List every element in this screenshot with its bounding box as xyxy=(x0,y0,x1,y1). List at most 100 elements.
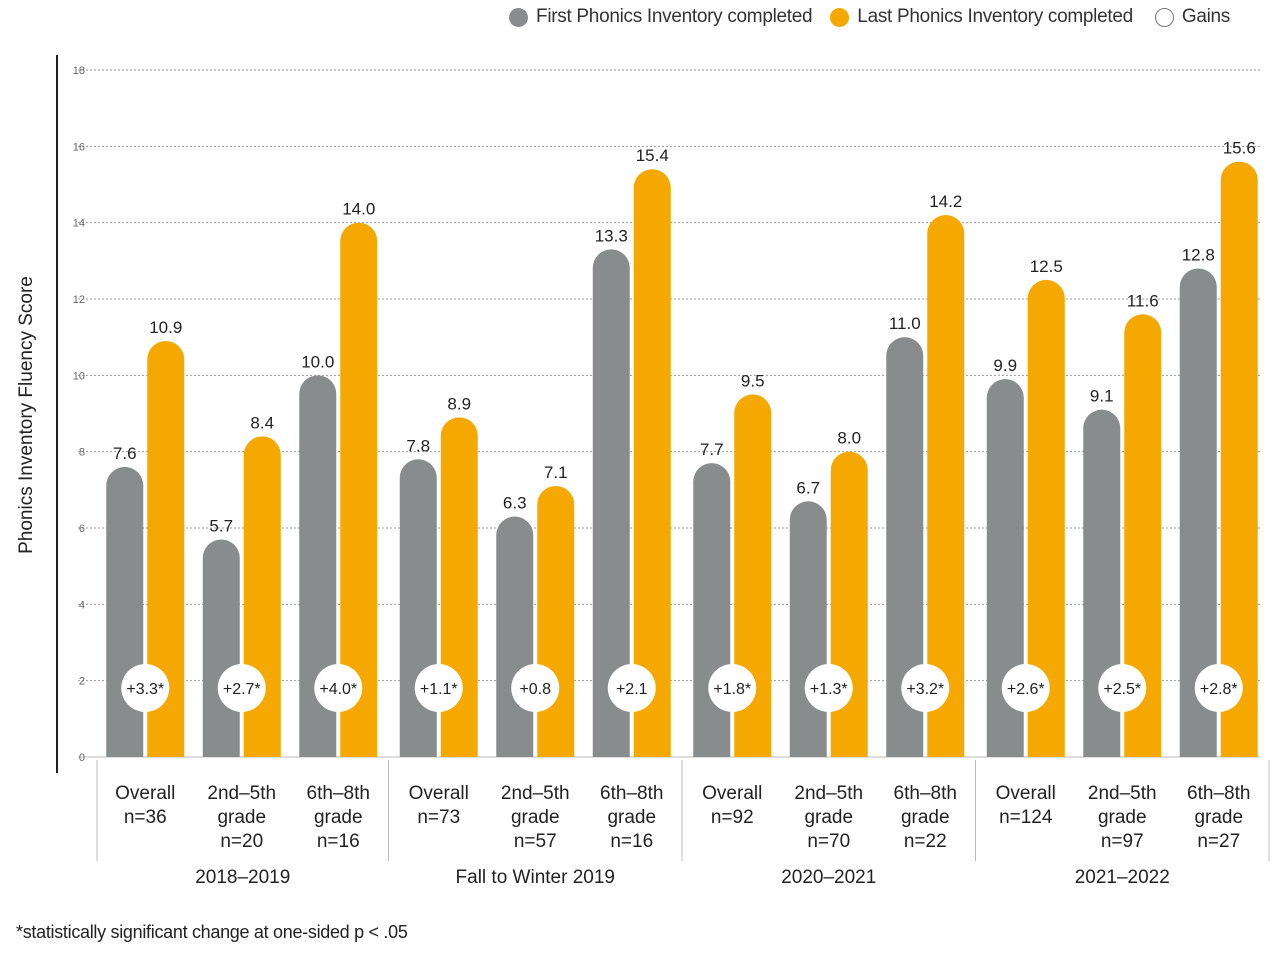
bar-last xyxy=(734,394,772,757)
bar-last xyxy=(1220,161,1258,757)
y-tick-label: 6 xyxy=(79,523,85,535)
data-label-first: 6.3 xyxy=(503,494,527,513)
category-label: 2nd–5th xyxy=(794,783,863,804)
bar-first xyxy=(986,379,1024,757)
data-label-last: 7.1 xyxy=(544,463,568,482)
data-label-first: 10.0 xyxy=(301,352,334,371)
y-tick-label: 16 xyxy=(73,141,85,153)
bar-last xyxy=(633,169,671,757)
legend: First Phonics Inventory completed Last P… xyxy=(487,6,1230,28)
data-label-first: 9.9 xyxy=(993,356,1017,375)
legend-swatch-last xyxy=(830,7,850,27)
gain-circle xyxy=(414,664,463,712)
gain-circle xyxy=(901,664,950,712)
data-label-first: 13.3 xyxy=(595,226,628,245)
y-tick-label: 2 xyxy=(79,676,85,688)
y-axis-title: Phonics Inventory Fluency Score xyxy=(16,276,37,554)
bar-first xyxy=(202,539,240,757)
gain-circle xyxy=(511,664,560,712)
bar-last xyxy=(340,222,378,757)
category-label: n=124 xyxy=(999,807,1053,828)
data-label-last: 14.2 xyxy=(929,192,962,211)
bar-first xyxy=(106,466,144,757)
legend-label-last: Last Phonics Inventory completed xyxy=(857,6,1133,27)
category-label: n=22 xyxy=(904,831,947,852)
group-label: Fall to Winter 2019 xyxy=(456,867,615,888)
data-label-last: 8.9 xyxy=(447,394,471,413)
category-label: 2nd–5th xyxy=(207,783,276,804)
bar-last xyxy=(1027,279,1065,757)
data-label-last: 8.4 xyxy=(250,413,274,432)
category-label: n=92 xyxy=(711,807,754,828)
category-label: n=57 xyxy=(514,831,557,852)
data-label-first: 7.8 xyxy=(406,436,430,455)
data-label-last: 10.9 xyxy=(149,318,182,337)
gain-circle xyxy=(121,664,170,712)
y-tick-label: 18 xyxy=(73,65,85,77)
bar-first xyxy=(693,463,731,757)
category-label: Overall xyxy=(115,783,175,804)
legend-swatch-first xyxy=(509,7,529,27)
gain-label: +2.5* xyxy=(1103,681,1141,698)
legend-label-first: First Phonics Inventory completed xyxy=(536,6,813,27)
y-tick-label: 14 xyxy=(73,218,85,230)
bar-first xyxy=(789,501,827,757)
data-label-first: 6.7 xyxy=(796,478,820,497)
data-label-first: 12.8 xyxy=(1182,245,1215,264)
y-tick-label: 4 xyxy=(79,599,85,611)
legend-label-gains: Gains xyxy=(1181,6,1230,27)
data-label-last: 11.6 xyxy=(1127,291,1159,310)
bar-last xyxy=(537,486,575,757)
category-label: 6th–8th xyxy=(1187,783,1250,804)
bar-last xyxy=(147,340,185,757)
data-label-last: 15.6 xyxy=(1223,139,1256,158)
gain-circle xyxy=(314,664,363,712)
gain-label: +3.2* xyxy=(906,681,944,698)
group-label: 2020–2021 xyxy=(781,867,876,888)
category-label: Overall xyxy=(409,783,469,804)
group-label: 2018–2019 xyxy=(195,867,290,888)
gain-label: +0.8 xyxy=(519,681,551,698)
bar-last xyxy=(1124,314,1162,757)
bar-last xyxy=(927,215,965,758)
gain-label: +2.7* xyxy=(223,681,261,698)
category-label: grade xyxy=(804,807,853,828)
gain-label: +3.3* xyxy=(126,681,164,698)
category-label: grade xyxy=(511,807,560,828)
category-label: n=73 xyxy=(417,807,460,828)
footnote: *statistically significant change at one… xyxy=(16,922,408,942)
category-label: grade xyxy=(314,807,363,828)
gain-circle xyxy=(708,664,757,712)
legend-item-last: Last Phonics Inventory completed xyxy=(830,6,1133,28)
y-tick-label: 0 xyxy=(79,752,85,764)
data-label-last: 9.5 xyxy=(741,371,765,390)
category-label: grade xyxy=(901,807,950,828)
category-label: Overall xyxy=(702,783,762,804)
gain-label: +2.1 xyxy=(616,681,648,698)
bar-first xyxy=(1179,268,1217,757)
category-label: Overall xyxy=(996,783,1056,804)
group-label: 2021–2022 xyxy=(1075,867,1170,888)
data-label-last: 14.0 xyxy=(342,200,375,219)
gain-circle xyxy=(217,664,266,712)
gain-label: +1.8* xyxy=(713,681,751,698)
category-label: n=20 xyxy=(220,831,263,852)
gain-circle xyxy=(607,664,656,712)
legend-item-gains: Gains xyxy=(1154,6,1230,28)
y-tick-label: 10 xyxy=(73,370,85,382)
gain-label: +4.0* xyxy=(319,681,357,698)
data-label-first: 9.1 xyxy=(1090,387,1114,406)
data-label-last: 8.0 xyxy=(837,429,861,448)
category-label: n=16 xyxy=(610,831,653,852)
bar-first xyxy=(496,516,534,757)
data-label-last: 15.4 xyxy=(636,146,669,165)
gain-label: +2.8* xyxy=(1200,681,1238,698)
category-label: n=97 xyxy=(1101,831,1144,852)
legend-item-first: First Phonics Inventory completed xyxy=(509,6,813,28)
data-label-last: 12.5 xyxy=(1030,257,1063,276)
bar-first xyxy=(399,459,437,757)
legend-swatch-gains xyxy=(1154,7,1174,27)
gain-circle xyxy=(1194,664,1243,712)
gain-circle xyxy=(804,664,853,712)
